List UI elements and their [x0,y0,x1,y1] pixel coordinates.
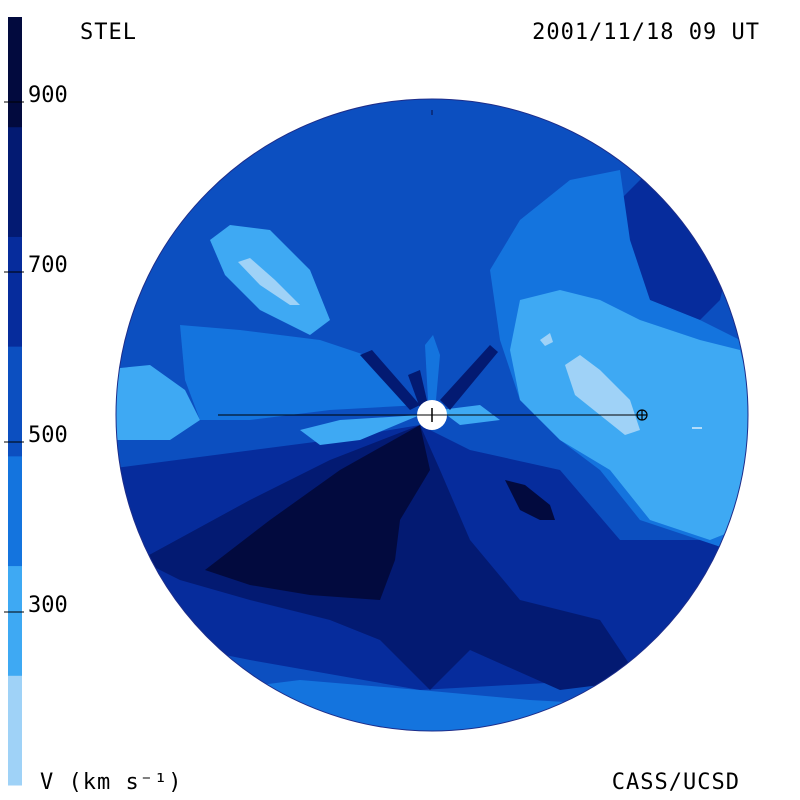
contour-upper-left-palest [238,258,300,305]
colorbar-band-3 [8,346,22,457]
colorbar-tick-label-900: 900 [28,83,68,108]
contour-left-light [116,365,200,440]
colorbar-band-1 [8,565,22,676]
colorbar-band-6 [8,17,22,128]
contour-spike-top [425,335,440,400]
contour-spike-left [360,350,420,410]
colorbar-unit-label: V (km s⁻¹) [40,770,183,795]
instrument-label: STEL [80,20,137,45]
colorbar-tick-label-700: 700 [28,253,68,278]
contour-spike-right [440,345,498,410]
disc-outline [115,98,749,732]
colorbar-bands [8,17,22,786]
contour-right-small-palest [540,333,553,346]
colorbar-band-2 [8,455,22,567]
colorbar-tick-label-500: 500 [28,423,68,448]
credit-label: CASS/UCSD [611,770,740,795]
colorbar-tick-label-300: 300 [28,593,68,618]
contour-left-mid [180,325,420,420]
contour-spike-upper [408,370,428,408]
colorbar-band-5 [8,126,22,237]
contour-sun-left-light [300,415,420,445]
earth-icon [636,409,648,421]
colorbar-band-0 [8,675,22,786]
contour-mid-darkest [505,480,555,520]
contour-lower-darkest [205,425,430,600]
colorbar-band-4 [8,236,22,347]
colorbar-ticks: 900 700 500 300 [4,83,68,618]
contour-bottom-band [220,680,700,731]
datetime-label: 2001/11/18 09 UT [532,20,760,45]
